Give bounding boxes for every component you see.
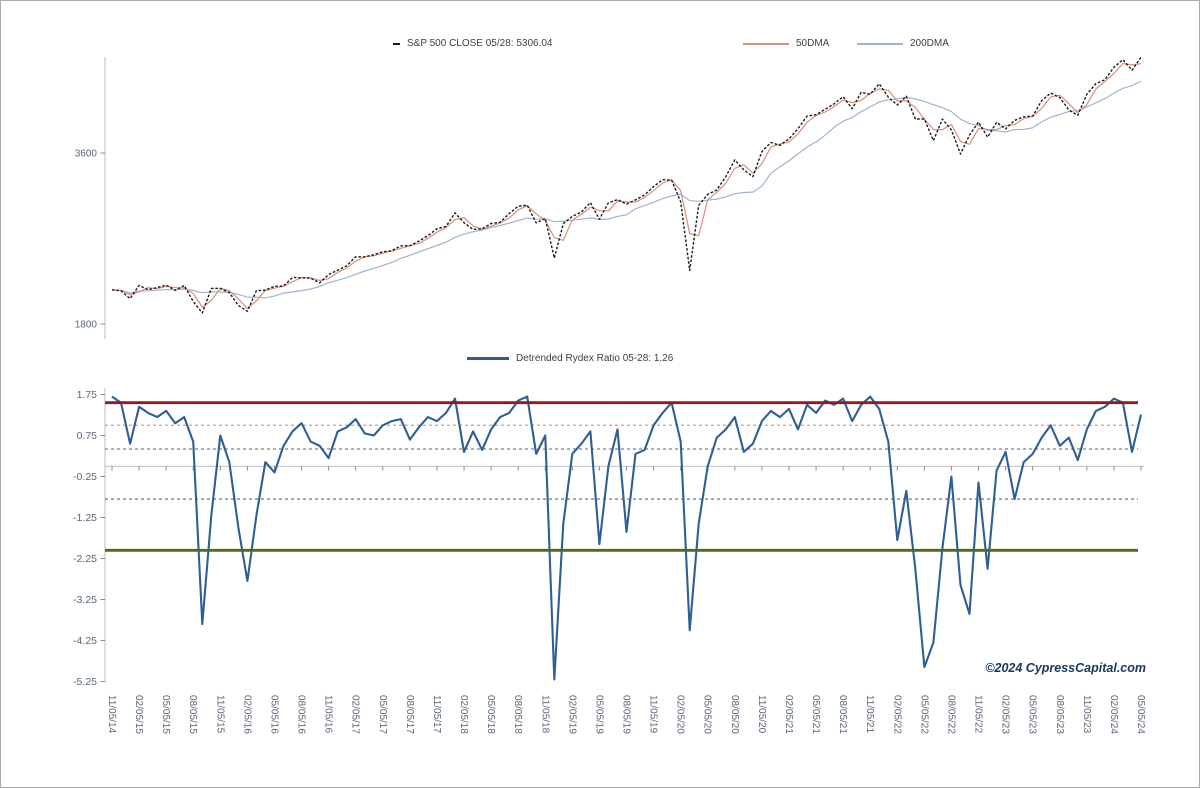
sp500-close-line bbox=[112, 57, 1141, 313]
date-x-tick-label: 02/05/23 bbox=[1000, 695, 1011, 734]
dma50-line-marker-icon bbox=[743, 43, 789, 45]
date-x-tick-label: 11/05/19 bbox=[648, 695, 659, 734]
price-y-tick-label: 3600 bbox=[75, 149, 98, 160]
date-x-tick-label: 02/05/18 bbox=[458, 695, 469, 734]
date-x-tick-label: 02/05/21 bbox=[783, 695, 794, 734]
legend-sp500-label: S&P 500 CLOSE 05/28: 5306.04 bbox=[407, 38, 552, 49]
chart-canvas: 3600 1800 1.75 0.75 -0.25 -1.25 -2.25 -3.25 -4.2… bbox=[0, 0, 1200, 788]
ratio-y-tick-label: -1.25 bbox=[73, 512, 97, 524]
date-x-tick-label: 11/05/15 bbox=[214, 695, 225, 734]
ratio-y-tick-label: -4.25 bbox=[73, 635, 97, 647]
ratio-y-tick-label: -3.25 bbox=[73, 594, 97, 606]
date-x-tick-label: 11/05/17 bbox=[431, 695, 442, 734]
date-x-tick-label: 05/05/20 bbox=[702, 695, 713, 734]
date-x-tick-label: 08/05/17 bbox=[404, 695, 415, 734]
date-x-tick-label: 05/05/19 bbox=[593, 695, 604, 734]
date-x-tick-label: 02/05/15 bbox=[133, 695, 144, 734]
date-x-tick-label: 11/05/21 bbox=[864, 695, 875, 734]
date-x-tick-label: 08/05/22 bbox=[945, 695, 956, 734]
date-x-tick-label: 08/05/15 bbox=[187, 695, 198, 734]
date-x-tick-label: 05/05/17 bbox=[377, 695, 388, 734]
rydex-ratio-chart: 1.75 0.75 -0.25 -1.25 -2.25 -3.25 -4.25 -5.25 11… bbox=[73, 388, 1146, 734]
dma50-line bbox=[112, 64, 1141, 309]
legend-200dma-label: 200DMA bbox=[910, 38, 949, 49]
sp500-dash-marker-icon bbox=[393, 43, 400, 45]
sp500-price-chart: 3600 1800 bbox=[75, 57, 1141, 339]
date-x-tick-label: 08/05/18 bbox=[512, 695, 523, 734]
date-x-tick-label: 02/05/16 bbox=[241, 695, 252, 734]
ratio-y-tick-label: -2.25 bbox=[73, 553, 97, 565]
legend-50dma-label: 50DMA bbox=[796, 38, 829, 49]
date-x-tick-label: 05/05/21 bbox=[810, 695, 821, 734]
ratio-y-tick-label: -5.25 bbox=[73, 676, 97, 688]
dma200-line-marker-icon bbox=[857, 43, 903, 45]
date-x-tick-label: 11/05/23 bbox=[1081, 695, 1092, 734]
date-x-tick-label: 08/05/21 bbox=[837, 695, 848, 734]
date-x-tick-label: 02/05/20 bbox=[675, 695, 686, 734]
date-x-tick-label: 11/05/18 bbox=[539, 695, 550, 734]
date-x-tick-label: 08/05/19 bbox=[621, 695, 632, 734]
date-x-tick-label: 02/05/22 bbox=[891, 695, 902, 734]
price-y-tick-label: 1800 bbox=[75, 320, 98, 331]
date-x-tick-label: 11/05/22 bbox=[973, 695, 984, 734]
date-x-tick-label: 05/05/24 bbox=[1135, 695, 1146, 734]
date-x-tick-label: 02/05/24 bbox=[1108, 695, 1119, 734]
date-x-tick-label: 11/05/20 bbox=[756, 695, 767, 734]
date-x-tick-label: 08/05/23 bbox=[1054, 695, 1065, 734]
date-x-tick-label: 11/05/14 bbox=[106, 695, 117, 734]
legend-rydex-label: Detrended Rydex Ratio 05-28: 1.26 bbox=[516, 353, 673, 364]
date-x-tick-label: 05/05/22 bbox=[918, 695, 929, 734]
date-x-tick-label: 02/05/19 bbox=[566, 695, 577, 734]
legend-rydex-ratio: Detrended Rydex Ratio 05-28: 1.26 bbox=[467, 353, 673, 364]
legend-50dma: 50DMA bbox=[743, 38, 829, 49]
date-x-tick-label: 05/05/23 bbox=[1027, 695, 1038, 734]
date-x-tick-label: 05/05/15 bbox=[160, 695, 171, 734]
date-x-tick-label: 05/05/18 bbox=[485, 695, 496, 734]
copyright-watermark: ©2024 CypressCapital.com bbox=[956, 661, 1146, 675]
date-x-tick-label: 02/05/17 bbox=[350, 695, 361, 734]
dma200-line bbox=[112, 81, 1141, 298]
legend-sp500-close: S&P 500 CLOSE 05/28: 5306.04 bbox=[393, 38, 552, 49]
ratio-y-tick-label: -0.25 bbox=[73, 471, 97, 483]
rydex-ratio-line bbox=[112, 397, 1141, 680]
ratio-y-tick-label: 1.75 bbox=[77, 389, 98, 401]
ratio-y-tick-label: 0.75 bbox=[77, 430, 98, 442]
date-x-tick-label: 05/05/16 bbox=[268, 695, 279, 734]
date-x-tick-label: 08/05/16 bbox=[296, 695, 307, 734]
legend-200dma: 200DMA bbox=[857, 38, 949, 49]
date-x-tick-label: 08/05/20 bbox=[729, 695, 740, 734]
date-x-tick-label: 11/05/16 bbox=[323, 695, 334, 734]
rydex-line-marker-icon bbox=[467, 357, 509, 360]
